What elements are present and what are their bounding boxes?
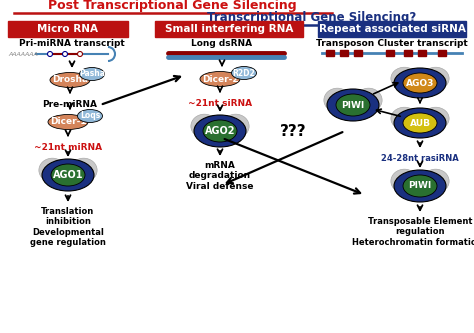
Ellipse shape — [222, 114, 249, 138]
Ellipse shape — [324, 88, 351, 112]
Ellipse shape — [231, 67, 256, 80]
Text: Pasha: Pasha — [79, 70, 105, 79]
Ellipse shape — [422, 169, 449, 193]
Ellipse shape — [391, 67, 418, 90]
Ellipse shape — [51, 164, 85, 186]
Text: mRNA
degradation
Viral defense: mRNA degradation Viral defense — [186, 161, 254, 191]
Ellipse shape — [422, 67, 449, 90]
Text: Pri-miRNA transcript: Pri-miRNA transcript — [19, 39, 125, 48]
Text: Drosha: Drosha — [52, 76, 88, 85]
Text: Loqs: Loqs — [80, 112, 100, 121]
Text: ~21nt miRNA: ~21nt miRNA — [34, 143, 102, 152]
Text: Transcriptional Gene Silencing?: Transcriptional Gene Silencing? — [207, 12, 417, 25]
FancyBboxPatch shape — [8, 21, 128, 37]
Text: Translation
inhibition
Developmental
gene regulation: Translation inhibition Developmental gen… — [30, 207, 106, 247]
Text: AGO1: AGO1 — [53, 170, 83, 180]
Circle shape — [63, 52, 67, 57]
FancyBboxPatch shape — [438, 50, 446, 56]
Text: Dicer-2: Dicer-2 — [202, 75, 238, 84]
Ellipse shape — [394, 108, 446, 138]
Ellipse shape — [403, 175, 437, 197]
Text: AUB: AUB — [410, 119, 430, 128]
Text: Small interfering RNA: Small interfering RNA — [165, 24, 293, 34]
Ellipse shape — [191, 114, 218, 138]
Text: Dicer-1: Dicer-1 — [50, 118, 86, 127]
Text: PIWI: PIWI — [409, 181, 432, 190]
Ellipse shape — [194, 115, 246, 147]
Circle shape — [78, 52, 82, 57]
Ellipse shape — [403, 113, 437, 133]
Text: Transposon Cluster transcript: Transposon Cluster transcript — [316, 39, 468, 48]
FancyBboxPatch shape — [386, 50, 394, 56]
FancyBboxPatch shape — [326, 50, 334, 56]
Ellipse shape — [355, 88, 382, 112]
FancyBboxPatch shape — [340, 50, 348, 56]
Ellipse shape — [70, 158, 97, 182]
Ellipse shape — [391, 107, 418, 130]
Ellipse shape — [203, 120, 237, 142]
FancyBboxPatch shape — [354, 50, 362, 56]
FancyBboxPatch shape — [318, 21, 466, 37]
Text: Long dsRNA: Long dsRNA — [191, 39, 253, 48]
Ellipse shape — [42, 159, 94, 191]
Text: AGO2: AGO2 — [205, 126, 235, 136]
Ellipse shape — [394, 68, 446, 98]
Ellipse shape — [394, 170, 446, 202]
Text: AAAAAAA: AAAAAAA — [8, 52, 38, 57]
Ellipse shape — [403, 73, 437, 93]
Ellipse shape — [39, 158, 66, 182]
Text: Post Transcriptional Gene Silencing: Post Transcriptional Gene Silencing — [48, 0, 296, 12]
Text: ~21nt siRNA: ~21nt siRNA — [188, 99, 252, 108]
Circle shape — [47, 52, 53, 57]
FancyBboxPatch shape — [155, 21, 303, 37]
FancyBboxPatch shape — [404, 50, 412, 56]
Text: AGO3: AGO3 — [406, 79, 434, 88]
Ellipse shape — [336, 94, 370, 116]
FancyBboxPatch shape — [418, 50, 426, 56]
Ellipse shape — [327, 89, 379, 121]
Ellipse shape — [422, 107, 449, 130]
Ellipse shape — [200, 72, 240, 87]
Text: Micro RNA: Micro RNA — [37, 24, 99, 34]
Text: 24-28nt rasiRNA: 24-28nt rasiRNA — [381, 154, 459, 163]
Text: ???: ??? — [280, 124, 306, 139]
Text: Repeat associated siRNA: Repeat associated siRNA — [319, 24, 465, 34]
Ellipse shape — [50, 73, 90, 88]
Text: Pre-miRNA: Pre-miRNA — [43, 100, 98, 109]
Text: Transposable Element
regulation
Heterochromatin formation?: Transposable Element regulation Heteroch… — [352, 217, 474, 247]
Ellipse shape — [78, 110, 102, 123]
Text: R2D2: R2D2 — [233, 69, 255, 78]
Ellipse shape — [48, 115, 88, 130]
Ellipse shape — [391, 169, 418, 193]
Text: PIWI: PIWI — [341, 101, 365, 110]
Ellipse shape — [80, 68, 104, 81]
